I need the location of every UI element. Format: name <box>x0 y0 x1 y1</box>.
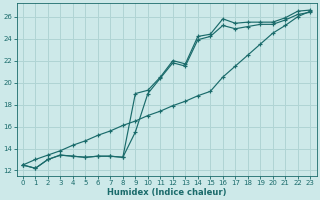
X-axis label: Humidex (Indice chaleur): Humidex (Indice chaleur) <box>107 188 226 197</box>
